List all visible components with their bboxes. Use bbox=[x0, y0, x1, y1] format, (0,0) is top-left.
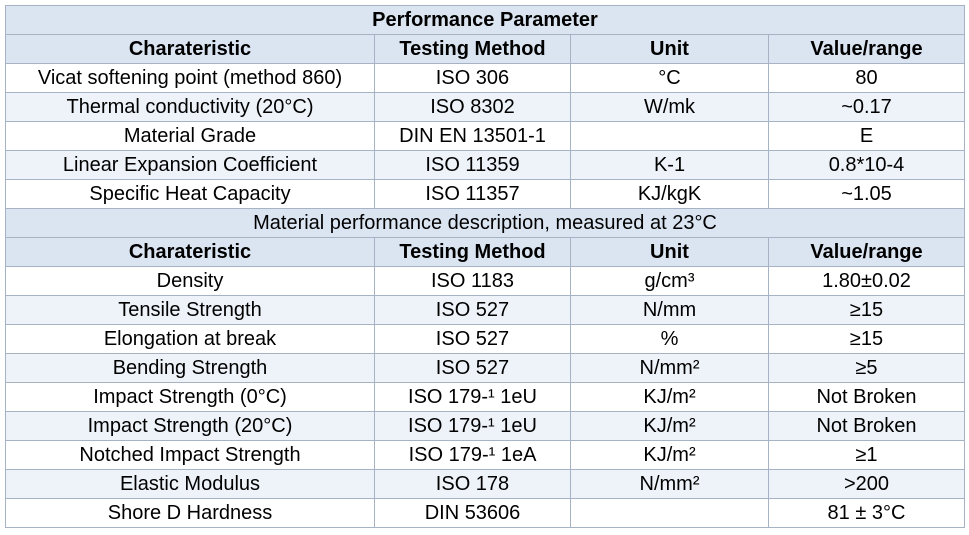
table-cell: ≥15 bbox=[768, 295, 965, 325]
column-header: Unit bbox=[570, 237, 769, 267]
table-cell: Density bbox=[5, 266, 375, 296]
column-header: Testing Method bbox=[374, 34, 571, 64]
section-title-row: Material performance description, measur… bbox=[5, 208, 965, 238]
column-header: Charateristic bbox=[5, 34, 375, 64]
table-cell: Shore D Hardness bbox=[5, 498, 375, 528]
table-row: Impact Strength (20°C) ISO 179-¹ 1eU KJ/m²… bbox=[5, 411, 965, 441]
table-row: Linear Expansion Coefficient ISO 11359 K-1… bbox=[5, 150, 965, 180]
header-row: Charateristic Testing Method Unit Value/ran… bbox=[5, 34, 965, 64]
table-row: Specific Heat Capacity ISO 11357 KJ/kgK ~1.… bbox=[5, 179, 965, 209]
table-row: Density ISO 1183 g/cm³ 1.80±0.02 bbox=[5, 266, 965, 296]
table-cell: DIN 53606 bbox=[374, 498, 571, 528]
table-cell: % bbox=[570, 324, 769, 354]
table-row: Shore D Hardness DIN 53606 81 ± 3°C bbox=[5, 498, 965, 528]
table-row: Elastic Modulus ISO 178 N/mm² >200 bbox=[5, 469, 965, 499]
table-cell: ISO 527 bbox=[374, 353, 571, 383]
table-cell: g/cm³ bbox=[570, 266, 769, 296]
column-header: Testing Method bbox=[374, 237, 571, 267]
table-cell: KJ/m² bbox=[570, 440, 769, 470]
table-cell: ≥5 bbox=[768, 353, 965, 383]
table-row: Notched Impact Strength ISO 179-¹ 1eA KJ/m… bbox=[5, 440, 965, 470]
table-cell: Impact Strength (20°C) bbox=[5, 411, 375, 441]
table-cell: Notched Impact Strength bbox=[5, 440, 375, 470]
table-cell: KJ/m² bbox=[570, 411, 769, 441]
performance-table: Performance Parameter Charateristic Testi… bbox=[5, 5, 965, 528]
table-cell: ISO 1183 bbox=[374, 266, 571, 296]
table-row: Bending Strength ISO 527 N/mm² ≥5 bbox=[5, 353, 965, 383]
table-cell: KJ/m² bbox=[570, 382, 769, 412]
table-cell: 1.80±0.02 bbox=[768, 266, 965, 296]
table-cell: 81 ± 3°C bbox=[768, 498, 965, 528]
table-cell: Not Broken bbox=[768, 382, 965, 412]
table-cell: ISO 178 bbox=[374, 469, 571, 499]
table-cell: Specific Heat Capacity bbox=[5, 179, 375, 209]
table-row: Material Grade DIN EN 13501-1 E bbox=[5, 121, 965, 151]
table-cell bbox=[570, 121, 769, 151]
table-cell: N/mm² bbox=[570, 469, 769, 499]
table-cell: ISO 179-¹ 1eA bbox=[374, 440, 571, 470]
table-cell: Linear Expansion Coefficient bbox=[5, 150, 375, 180]
table-cell: ISO 527 bbox=[374, 295, 571, 325]
table-title: Performance Parameter bbox=[5, 5, 965, 35]
table-cell: KJ/kgK bbox=[570, 179, 769, 209]
column-header: Value/range bbox=[768, 34, 965, 64]
table-cell: Bending Strength bbox=[5, 353, 375, 383]
table-row: Vicat softening point (method 860) ISO 30… bbox=[5, 63, 965, 93]
table-cell: ISO 179-¹ 1eU bbox=[374, 411, 571, 441]
table-cell: ISO 306 bbox=[374, 63, 571, 93]
table-cell: °C bbox=[570, 63, 769, 93]
table-cell: 80 bbox=[768, 63, 965, 93]
table-cell: Material Grade bbox=[5, 121, 375, 151]
column-header: Unit bbox=[570, 34, 769, 64]
table-body: Performance Parameter Charateristic Testi… bbox=[5, 5, 965, 528]
table-cell: ISO 11359 bbox=[374, 150, 571, 180]
table-row: Tensile Strength ISO 527 N/mm ≥15 bbox=[5, 295, 965, 325]
table-title-row: Performance Parameter bbox=[5, 5, 965, 35]
table-cell bbox=[570, 498, 769, 528]
table-cell: Impact Strength (0°C) bbox=[5, 382, 375, 412]
column-header: Value/range bbox=[768, 237, 965, 267]
table-row: Elongation at break ISO 527% ≥15 bbox=[5, 324, 965, 354]
table-cell: ~1.05 bbox=[768, 179, 965, 209]
column-header: Charateristic bbox=[5, 237, 375, 267]
table-cell: ≥1 bbox=[768, 440, 965, 470]
table-cell: K-1 bbox=[570, 150, 769, 180]
table-cell: E bbox=[768, 121, 965, 151]
table-cell: ISO 8302 bbox=[374, 92, 571, 122]
table-cell: Elongation at break bbox=[5, 324, 375, 354]
table-cell: Elastic Modulus bbox=[5, 469, 375, 499]
table-cell: ≥15 bbox=[768, 324, 965, 354]
table-row: Thermal conductivity (20°C) ISO 8302 W/mk ~… bbox=[5, 92, 965, 122]
table-cell: Vicat softening point (method 860) bbox=[5, 63, 375, 93]
table-row: Impact Strength (0°C) ISO 179-¹ 1eU KJ/m² N… bbox=[5, 382, 965, 412]
section-title: Material performance description, measur… bbox=[5, 208, 965, 238]
table-cell: N/mm bbox=[570, 295, 769, 325]
table-cell: W/mk bbox=[570, 92, 769, 122]
header-row: Charateristic Testing Method Unit Value/ran… bbox=[5, 237, 965, 267]
table-cell: Tensile Strength bbox=[5, 295, 375, 325]
table-cell: 0.8*10-4 bbox=[768, 150, 965, 180]
table-cell: Not Broken bbox=[768, 411, 965, 441]
table-cell: ISO 179-¹ 1eU bbox=[374, 382, 571, 412]
table-cell: ~0.17 bbox=[768, 92, 965, 122]
table-cell: Thermal conductivity (20°C) bbox=[5, 92, 375, 122]
table-cell: DIN EN 13501-1 bbox=[374, 121, 571, 151]
table-cell: N/mm² bbox=[570, 353, 769, 383]
table-cell: >200 bbox=[768, 469, 965, 499]
table-cell: ISO 11357 bbox=[374, 179, 571, 209]
table-cell: ISO 527 bbox=[374, 324, 571, 354]
